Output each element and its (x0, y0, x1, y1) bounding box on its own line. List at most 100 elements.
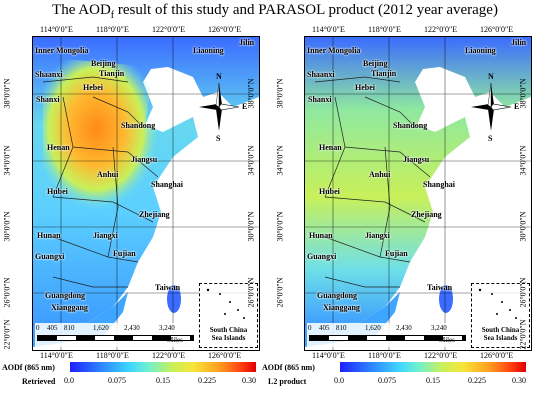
label-hubei-r: Hubei (319, 187, 340, 196)
lon-top-126-l: 126°0′0″E (208, 25, 242, 34)
label-guangxi-r: Guangxi (307, 252, 337, 261)
compass-e-r: E (514, 102, 520, 111)
colorbar-ticks-right: 0.0 0.075 0.15 0.225 0.30 (334, 376, 526, 385)
label-xianggang: Xianggang (51, 303, 88, 312)
lat-30-m: 30°0′0″N (246, 211, 256, 242)
scale-bar: 0 405 810 1,620 2,430 3,240 Miles (35, 323, 205, 347)
label-liaoning: Liaoning (193, 46, 224, 55)
label-tianjin-r: Tianjin (371, 69, 397, 78)
label-hunan-r: Hunan (309, 231, 333, 240)
compass-n-r: N (488, 72, 494, 81)
lat-22-r: 22°0′0″N (518, 319, 528, 350)
compass-s-r: S (488, 134, 493, 143)
label-hubei: Hubei (47, 187, 68, 196)
label-anhui-r: Anhui (369, 170, 391, 179)
compass-n: N (216, 72, 222, 81)
label-guangxi: Guangxi (35, 252, 65, 261)
north-arrow-icon (471, 82, 512, 131)
colorbar-ticks-left: 0.0 0.075 0.15 0.225 0.30 (64, 376, 256, 385)
lon-bot-122-r: 122°0′0″E (424, 351, 458, 360)
lat-30-r: 30°0′0″N (518, 211, 528, 242)
lon-bot-126-r: 126°0′0″E (480, 351, 514, 360)
label-jilin-r: Jilin (511, 38, 527, 47)
label-hebei: Hebei (83, 83, 103, 92)
lat-34-r: 34°0′0″N (518, 145, 528, 176)
label-jiangsu: Jiangsu (131, 155, 158, 164)
colorbar-label-left: AODf (865 nm) (2, 363, 55, 372)
lon-top-114-l: 114°0′0″E (40, 25, 73, 34)
label-shandong-r: Shandong (393, 121, 428, 130)
label-shanxi: Shanxi (36, 95, 60, 104)
lon-bot-114-l: 114°0′0″E (40, 351, 73, 360)
lon-bot-118-r: 118°0′0″E (368, 351, 401, 360)
lat-30-l: 30°0′0″N (2, 211, 12, 242)
lon-top-122-l: 122°0′0″E (152, 25, 186, 34)
lon-top-118-r: 118°0′0″E (368, 25, 401, 34)
lon-top-114-r: 114°0′0″E (312, 25, 345, 34)
label-beijing: Beijing (91, 59, 116, 68)
label-shaanxi: Shaanxi (35, 70, 63, 79)
scale-bar-r: 0 405 810 1,620 2,430 3,240 Miles (307, 323, 477, 347)
label-jilin: Jilin (239, 38, 255, 47)
lon-bot-126-l: 126°0′0″E (208, 351, 242, 360)
compass-s: S (216, 134, 221, 143)
north-arrow-icon (199, 82, 240, 131)
label-shanghai: Shanghai (151, 180, 184, 189)
label-fujian: Fujian (113, 249, 136, 258)
lat-38-r: 38°0′0″N (518, 78, 528, 109)
label-hebei-r: Hebei (355, 83, 375, 92)
label-tianjin: Tianjin (99, 69, 125, 78)
map-panel-retrieved: Inner Mongolia Liaoning Jilin Shaanxi Be… (32, 36, 260, 351)
label-anhui: Anhui (97, 170, 119, 179)
lat-38-ml: 38°0′0″N (275, 78, 285, 109)
label-inner-mongolia: Inner Mongolia (35, 46, 89, 55)
lon-top-118-l: 118°0′0″E (96, 25, 129, 34)
lon-bot-122-l: 122°0′0″E (152, 351, 186, 360)
lat-26-m: 26°0′0″N (246, 277, 256, 308)
lat-34-ml: 34°0′0″N (275, 145, 285, 176)
label-henan: Henan (47, 143, 70, 152)
figure-title: The AODf result of this study and PARASO… (52, 2, 498, 21)
label-taiwan-r: Taiwan (427, 283, 453, 292)
label-jiangsu-r: Jiangsu (403, 155, 430, 164)
label-guangdong-r: Guangdong (317, 291, 358, 300)
label-taiwan: Taiwan (155, 283, 181, 292)
lat-22-l: 22°0′0″N (2, 319, 12, 350)
lon-bot-114-r: 114°0′0″E (312, 351, 345, 360)
label-jiangxi: Jiangxi (93, 231, 118, 240)
lat-30-ml: 30°0′0″N (275, 211, 285, 242)
lat-26-ml: 26°0′0″N (275, 277, 285, 308)
lon-top-122-r: 122°0′0″E (424, 25, 458, 34)
label-jiangxi-r: Jiangxi (365, 231, 390, 240)
lat-34-m: 34°0′0″N (246, 145, 256, 176)
label-liaoning-r: Liaoning (465, 46, 496, 55)
colorbar-sublabel-right: L2 product (268, 377, 307, 386)
colorbar-left (70, 362, 256, 372)
lon-bot-118-l: 118°0′0″E (96, 351, 129, 360)
inset-south-china-sea: South China Sea Islands (199, 283, 258, 348)
label-shanxi-r: Shanxi (308, 95, 332, 104)
lat-34-l: 34°0′0″N (2, 145, 12, 176)
lat-38-m: 38°0′0″N (246, 78, 256, 109)
label-shanghai-r: Shanghai (423, 180, 456, 189)
inset-south-china-sea-r: South China Sea Islands (471, 283, 530, 348)
colorbar-label-right: AODf (865 nm) (262, 363, 315, 372)
colorbar-sublabel-left: Retrieved (22, 377, 56, 386)
label-xianggang-r: Xianggang (323, 303, 360, 312)
label-guangdong: Guangdong (45, 291, 86, 300)
colorbar-right (340, 362, 526, 372)
lat-26-l: 26°0′0″N (2, 277, 12, 308)
label-zhejiang: Zhejiang (139, 210, 170, 219)
lon-top-126-r: 126°0′0″E (480, 25, 514, 34)
label-henan-r: Henan (319, 143, 342, 152)
map-panel-l2-product: Inner Mongolia Liaoning Jilin Shaanxi Be… (304, 36, 532, 351)
compass-e: E (242, 102, 248, 111)
lat-38-l: 38°0′0″N (2, 78, 12, 109)
label-fujian-r: Fujian (385, 249, 408, 258)
label-shaanxi-r: Shaanxi (307, 70, 335, 79)
label-zhejiang-r: Zhejiang (411, 210, 442, 219)
label-beijing-r: Beijing (363, 59, 388, 68)
label-hunan: Hunan (37, 231, 61, 240)
label-inner-mongolia-r: Inner Mongolia (307, 46, 361, 55)
label-shandong: Shandong (121, 121, 156, 130)
